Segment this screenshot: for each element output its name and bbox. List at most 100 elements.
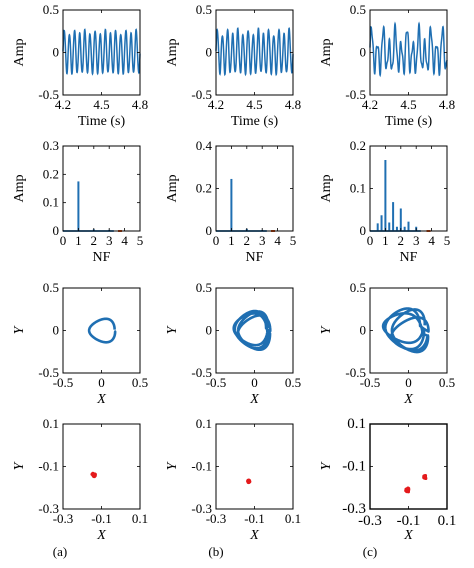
x-tick-label: 0.1 xyxy=(438,513,457,529)
column-caption: (b) xyxy=(208,544,223,559)
y-tick-label: 0.2 xyxy=(43,166,59,181)
axes-frame xyxy=(215,423,294,510)
panel-c-time: 4.2 4.5 4.8 0.5 0 -0.5 Time (s) Amp xyxy=(319,2,455,129)
x-axis-label: NF xyxy=(93,250,111,265)
x-tick-label: 4.2 xyxy=(208,97,224,112)
y-tick-label: 0 xyxy=(360,45,367,60)
x-axis-label: X xyxy=(403,528,413,543)
y-tick-label: -0.3 xyxy=(342,501,366,517)
x-axis-label: NF xyxy=(400,250,418,265)
y-tick-label: 0.1 xyxy=(43,416,59,431)
panel-c-spectrum: 0 1 2 3 4 5 0.2 0.1 0 NF Amp xyxy=(319,138,450,265)
y-tick-label: -0.5 xyxy=(191,365,212,380)
x-tick-label: 2 xyxy=(398,233,405,248)
x-tick-label: 0 xyxy=(60,233,67,248)
x-tick-label: 4.8 xyxy=(132,97,148,112)
y-tick-label: 0.2 xyxy=(196,181,212,196)
y-axis-label: Y xyxy=(165,324,180,334)
axes-frame xyxy=(62,287,141,374)
axes-frame xyxy=(369,423,448,510)
x-tick-label: 4.2 xyxy=(55,97,71,112)
panel-b-spectrum: 0 1 2 3 4 5 0.4 0.2 0 NF Amp xyxy=(165,138,296,265)
y-tick-label: 0 xyxy=(53,45,60,60)
x-tick-label: -0.3 xyxy=(206,511,227,526)
y-tick-label: -0.5 xyxy=(345,365,366,380)
panel-a-time: 4.2 4.5 4.8 0.5 0 -0.5 Time (s) Amp xyxy=(12,2,148,129)
y-tick-label: 0 xyxy=(206,223,213,238)
y-tick-label: 0.1 xyxy=(347,416,366,432)
x-tick-label: -0.3 xyxy=(358,513,382,529)
x-tick-label: 4.8 xyxy=(285,97,301,112)
x-tick-label: -0.3 xyxy=(53,511,74,526)
y-axis-label: Y xyxy=(12,460,27,470)
x-tick-label: 1 xyxy=(75,233,82,248)
panel-b-time: 4.2 4.5 4.8 0.5 0 -0.5 Time (s) Amp xyxy=(165,2,301,129)
x-tick-label: 4.5 xyxy=(246,97,262,112)
y-tick-label: 0.1 xyxy=(196,416,212,431)
y-axis-label: Y xyxy=(319,324,334,334)
poincare-point xyxy=(405,489,409,493)
x-tick-label: 3 xyxy=(413,233,420,248)
x-tick-label: 4.5 xyxy=(400,97,416,112)
time-series-line xyxy=(369,21,448,78)
x-tick-label: -0.5 xyxy=(360,375,381,390)
y-tick-label: 0 xyxy=(206,323,213,338)
x-axis-label: NF xyxy=(246,250,264,265)
x-tick-label: 4.8 xyxy=(439,97,455,112)
y-tick-label: 0 xyxy=(53,223,60,238)
y-tick-label: 0.3 xyxy=(43,138,59,153)
y-tick-label: 0.5 xyxy=(350,280,366,295)
y-axis-label: Y xyxy=(12,324,27,334)
x-tick-label: 4.2 xyxy=(362,97,378,112)
y-tick-label: 0.1 xyxy=(43,195,59,210)
x-axis-label: X xyxy=(96,392,106,407)
y-tick-label: -0.1 xyxy=(38,459,59,474)
phase-orbit xyxy=(381,307,430,354)
poincare-point xyxy=(423,474,427,478)
x-tick-label: 1 xyxy=(382,233,389,248)
y-tick-label: -0.5 xyxy=(38,87,59,102)
y-tick-label: 0.2 xyxy=(350,138,366,153)
x-tick-label: 5 xyxy=(290,233,297,248)
x-tick-label: 2 xyxy=(91,233,98,248)
axes-frame xyxy=(215,145,294,232)
y-tick-label: 0 xyxy=(360,223,367,238)
y-axis-label: Amp xyxy=(319,39,334,67)
y-tick-label: 0.4 xyxy=(196,138,213,153)
x-tick-label: 0 xyxy=(367,233,374,248)
y-tick-label: -0.1 xyxy=(342,459,366,475)
panel-a-spectrum: 0 1 2 3 4 5 0.3 0.2 0.1 0 NF Amp xyxy=(12,138,143,265)
y-tick-label: 0.5 xyxy=(43,280,59,295)
y-axis-label: Amp xyxy=(12,175,27,203)
x-axis-label: Time (s) xyxy=(385,114,433,129)
phase-orbit xyxy=(232,309,272,352)
y-tick-label: -0.1 xyxy=(191,459,212,474)
time-series-line xyxy=(62,28,141,76)
y-tick-label: 0.5 xyxy=(196,280,212,295)
axes-frame xyxy=(62,423,141,510)
y-tick-label: 0 xyxy=(206,45,213,60)
panel-c-phase: -0.5 0 0.5 0.5 0 -0.5 X Y xyxy=(319,280,455,407)
y-axis-label: Amp xyxy=(12,39,27,67)
x-tick-label: 0.5 xyxy=(132,375,148,390)
x-axis-label: X xyxy=(249,392,259,407)
x-axis-label: X xyxy=(249,528,259,543)
panel-b-poincare: -0.3 -0.1 0.1 0.1 -0.1 -0.3 X Y xyxy=(165,416,301,543)
phase-orbit xyxy=(87,317,117,344)
x-tick-label: 4 xyxy=(274,233,281,248)
x-tick-label: -0.1 xyxy=(397,513,421,529)
x-tick-label: 3 xyxy=(106,233,113,248)
x-axis-label: X xyxy=(403,392,413,407)
y-tick-label: -0.3 xyxy=(191,501,212,516)
y-axis-label: Y xyxy=(319,460,334,470)
y-axis-label: Amp xyxy=(319,175,334,203)
time-series-line xyxy=(215,27,294,77)
x-tick-label: 0 xyxy=(405,375,412,390)
x-tick-label: 0 xyxy=(98,375,105,390)
x-tick-label: 4 xyxy=(428,233,435,248)
axes-frame xyxy=(215,287,294,374)
y-axis-label: Amp xyxy=(165,175,180,203)
x-axis-label: Time (s) xyxy=(78,114,126,129)
x-axis-label: Time (s) xyxy=(231,114,279,129)
